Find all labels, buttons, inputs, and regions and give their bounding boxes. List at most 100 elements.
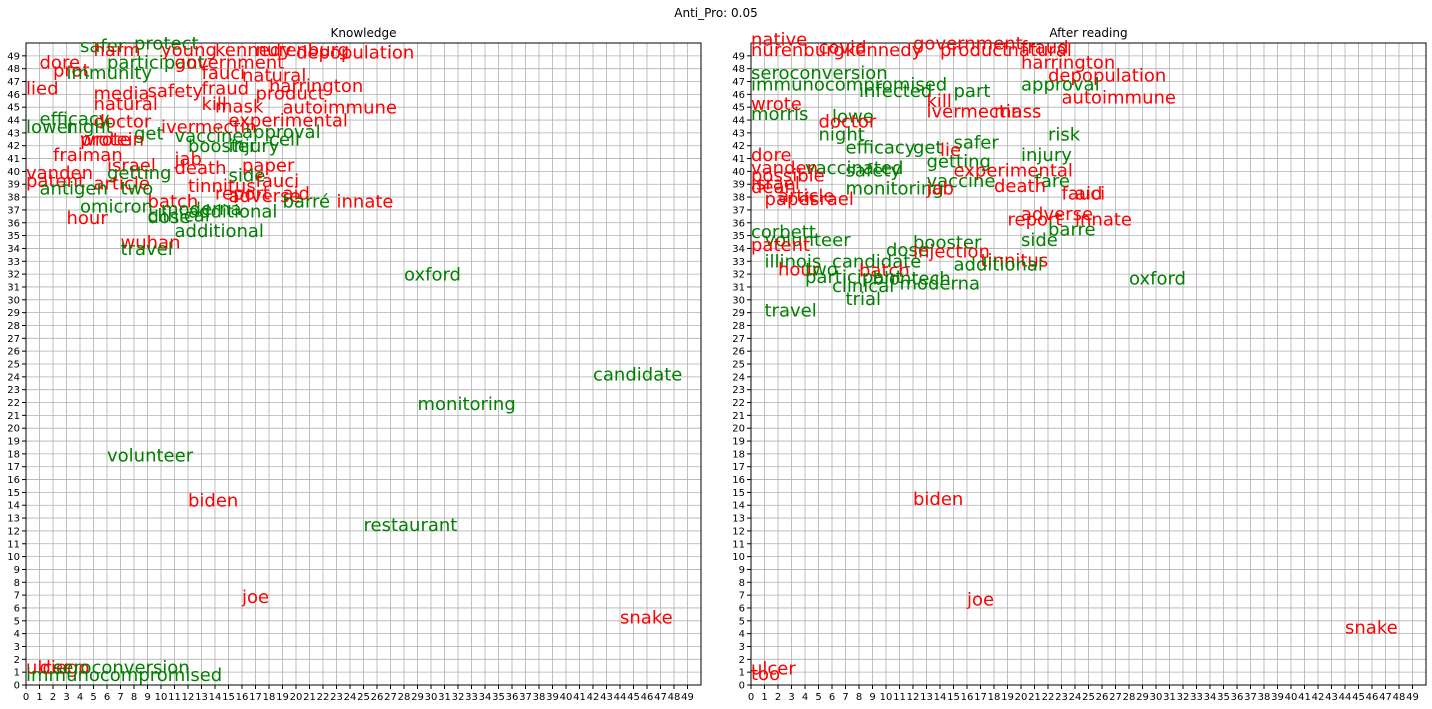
x-tick-label: 26 bbox=[371, 692, 384, 703]
word-point: dose bbox=[148, 207, 191, 228]
word-point: depopulation bbox=[296, 42, 414, 63]
y-tick-label: 47 bbox=[732, 77, 745, 88]
x-tick-label: 36 bbox=[506, 692, 519, 703]
x-tick-label: 34 bbox=[1204, 692, 1217, 703]
x-tick-label: 16 bbox=[961, 692, 974, 703]
word-point: ivermectin bbox=[161, 117, 257, 138]
word-point: oxford bbox=[404, 265, 461, 286]
y-tick-label: 40 bbox=[7, 167, 20, 178]
y-tick-label: 46 bbox=[7, 90, 20, 101]
x-tick-label: 27 bbox=[1109, 692, 1122, 703]
word-point: mass bbox=[994, 101, 1041, 122]
x-tick-label: 41 bbox=[573, 692, 586, 703]
y-tick-label: 33 bbox=[7, 257, 20, 268]
word-point: participant bbox=[107, 53, 205, 74]
y-tick-label: 38 bbox=[7, 193, 20, 204]
word-point: booster bbox=[913, 232, 982, 253]
y-tick-label: 44 bbox=[732, 116, 745, 127]
y-tick-label: 33 bbox=[732, 257, 745, 268]
y-tick-label: 2 bbox=[14, 655, 20, 666]
x-tick-label: 47 bbox=[1379, 692, 1392, 703]
x-tick-label: 32 bbox=[452, 692, 465, 703]
y-tick-label: 23 bbox=[732, 385, 745, 396]
word-point: aid bbox=[1075, 184, 1102, 205]
word-point: death bbox=[175, 158, 227, 179]
word-point: getting bbox=[107, 163, 171, 184]
word-point: fraud bbox=[1021, 37, 1069, 58]
x-tick-label: 9 bbox=[144, 692, 150, 703]
x-tick-label: 3 bbox=[788, 692, 794, 703]
x-tick-label: 45 bbox=[627, 692, 640, 703]
word-point: moderna bbox=[900, 274, 981, 295]
x-tick-label: 37 bbox=[1244, 692, 1257, 703]
y-tick-label: 21 bbox=[7, 411, 20, 422]
x-tick-label: 49 bbox=[1406, 692, 1419, 703]
word-point: travel bbox=[765, 300, 817, 321]
x-tick-label: 15 bbox=[222, 692, 235, 703]
y-tick-label: 24 bbox=[7, 372, 20, 383]
word-point: candidate bbox=[593, 365, 682, 386]
word-point: fauci bbox=[202, 63, 246, 84]
x-tick-label: 29 bbox=[1136, 692, 1149, 703]
x-tick-label: 29 bbox=[411, 692, 424, 703]
x-tick-label: 38 bbox=[1258, 692, 1271, 703]
word-point: barre bbox=[1048, 220, 1096, 241]
word-point: vaccinated bbox=[805, 158, 903, 179]
y-tick-label: 6 bbox=[14, 603, 20, 614]
y-tick-label: 4 bbox=[14, 629, 20, 640]
x-tick-label: 15 bbox=[947, 692, 960, 703]
x-tick-label: 4 bbox=[77, 692, 83, 703]
y-tick-label: 12 bbox=[7, 526, 20, 537]
word-point: nurenburg bbox=[751, 40, 845, 61]
word-point: approval bbox=[1021, 75, 1100, 96]
word-point: dose bbox=[886, 240, 929, 261]
y-tick-label: 29 bbox=[7, 308, 20, 319]
word-point: natural bbox=[94, 94, 158, 115]
y-tick-label: 19 bbox=[7, 437, 20, 448]
word-point: two bbox=[121, 179, 154, 200]
word-point: additional bbox=[188, 202, 277, 223]
x-tick-label: 39 bbox=[1271, 692, 1284, 703]
y-tick-label: 18 bbox=[7, 449, 20, 460]
y-tick-label: 10 bbox=[732, 552, 745, 563]
word-point: wrote bbox=[80, 130, 131, 151]
word-point: kennedy bbox=[215, 40, 292, 61]
y-tick-label: 39 bbox=[732, 180, 745, 191]
word-point: immunity bbox=[67, 63, 153, 84]
x-tick-label: 14 bbox=[209, 692, 222, 703]
x-tick-label: 8 bbox=[856, 692, 862, 703]
word-point: injury bbox=[1021, 145, 1072, 166]
word-point: batch bbox=[859, 261, 910, 282]
x-tick-label: 19 bbox=[276, 692, 289, 703]
word-point: efficacy bbox=[846, 137, 916, 158]
y-tick-label: 1 bbox=[739, 668, 745, 679]
y-tick-label: 7 bbox=[739, 591, 745, 602]
y-tick-label: 31 bbox=[7, 282, 20, 293]
word-point: article bbox=[94, 173, 150, 194]
x-tick-label: 1 bbox=[36, 692, 42, 703]
x-tick-label: 47 bbox=[654, 692, 667, 703]
x-tick-label: 13 bbox=[920, 692, 933, 703]
word-point: product bbox=[940, 40, 1009, 61]
word-point: clinical bbox=[832, 276, 894, 297]
x-tick-label: 12 bbox=[182, 692, 195, 703]
x-tick-label: 17 bbox=[974, 692, 987, 703]
x-tick-label: 33 bbox=[1190, 692, 1203, 703]
word-point: autoimmune bbox=[283, 98, 397, 119]
x-tick-label: 33 bbox=[465, 692, 478, 703]
y-tick-label: 4 bbox=[739, 629, 745, 640]
x-tick-label: 48 bbox=[668, 692, 681, 703]
x-tick-label: 43 bbox=[600, 692, 613, 703]
x-tick-label: 38 bbox=[533, 692, 546, 703]
word-point: young bbox=[161, 40, 217, 61]
y-tick-label: 32 bbox=[7, 270, 20, 281]
x-tick-label: 39 bbox=[546, 692, 559, 703]
word-point: vanden bbox=[751, 158, 818, 179]
y-tick-label: 37 bbox=[732, 205, 745, 216]
word-point: immunocompromised bbox=[751, 75, 947, 96]
y-tick-label: 1 bbox=[14, 668, 20, 679]
word-point: protein bbox=[80, 130, 144, 151]
word-point: tinnitus bbox=[188, 176, 256, 197]
word-point: israel bbox=[107, 155, 156, 176]
